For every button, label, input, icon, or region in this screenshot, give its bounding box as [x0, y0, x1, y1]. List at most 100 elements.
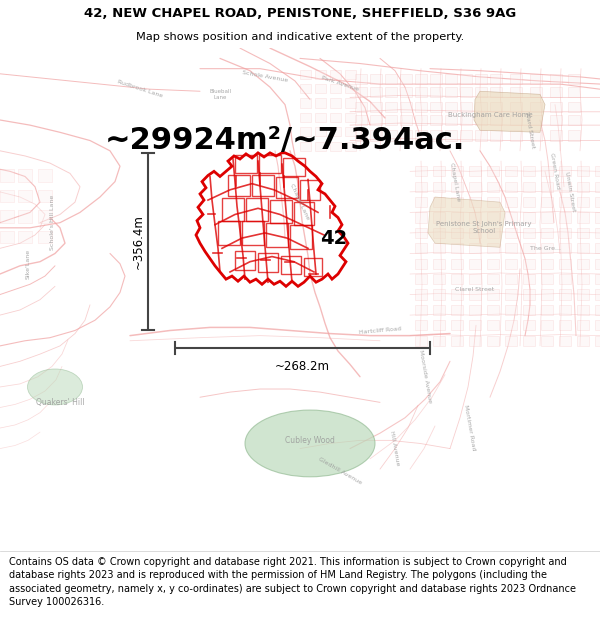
Bar — [487, 289, 499, 299]
Bar — [258, 254, 278, 272]
Bar — [433, 305, 445, 315]
Bar — [541, 228, 553, 238]
Bar — [487, 228, 499, 238]
Bar — [415, 336, 427, 346]
Bar — [487, 243, 499, 254]
Polygon shape — [474, 91, 545, 132]
Text: Hill Avenue: Hill Avenue — [389, 431, 401, 466]
Bar — [290, 225, 312, 249]
Bar — [595, 213, 600, 222]
Bar — [577, 274, 589, 284]
Bar — [577, 305, 589, 315]
Bar — [487, 274, 499, 284]
Text: The Gre...: The Gre... — [530, 246, 560, 251]
Bar — [18, 231, 32, 243]
Bar — [505, 305, 517, 315]
Polygon shape — [428, 197, 505, 248]
Bar — [469, 259, 481, 269]
Bar — [415, 243, 427, 254]
Bar — [460, 87, 472, 98]
Bar — [38, 190, 52, 202]
Bar — [487, 182, 499, 192]
Bar — [523, 336, 535, 346]
Text: Schole's Hill Lane: Schole's Hill Lane — [49, 195, 55, 250]
Bar — [469, 289, 481, 299]
Bar — [445, 87, 457, 98]
Bar — [270, 200, 292, 222]
Bar — [577, 213, 589, 222]
Bar — [430, 115, 442, 125]
Bar — [475, 130, 487, 141]
Ellipse shape — [245, 410, 375, 477]
Bar — [568, 87, 580, 98]
Bar — [415, 115, 427, 125]
Bar — [430, 87, 442, 98]
Text: Mortimer Road: Mortimer Road — [464, 405, 476, 451]
Bar — [487, 305, 499, 315]
Bar — [523, 259, 535, 269]
Bar — [355, 87, 367, 98]
Bar — [523, 166, 535, 176]
Bar — [577, 182, 589, 192]
Bar — [469, 320, 481, 331]
Bar — [330, 127, 341, 136]
Bar — [595, 259, 600, 269]
Bar — [595, 243, 600, 254]
Bar — [487, 166, 499, 176]
Bar — [300, 141, 311, 151]
Bar — [370, 87, 382, 98]
Bar — [530, 115, 542, 125]
Bar — [523, 289, 535, 299]
Bar — [559, 243, 571, 254]
Bar — [469, 197, 481, 208]
Bar — [451, 274, 463, 284]
Bar — [530, 130, 542, 141]
Bar — [523, 197, 535, 208]
Text: Contains OS data © Crown copyright and database right 2021. This information is : Contains OS data © Crown copyright and d… — [9, 557, 576, 607]
Bar — [415, 305, 427, 315]
Bar — [433, 320, 445, 331]
Bar — [550, 115, 562, 125]
Bar — [430, 74, 442, 84]
Bar — [559, 197, 571, 208]
Text: 42, NEW CHAPEL ROAD, PENISTONE, SHEFFIELD, S36 9AG: 42, NEW CHAPEL ROAD, PENISTONE, SHEFFIEL… — [84, 7, 516, 20]
Bar — [505, 213, 517, 222]
Bar — [300, 127, 311, 136]
Bar — [330, 98, 341, 107]
Bar — [577, 259, 589, 269]
Bar — [523, 228, 535, 238]
Bar — [577, 197, 589, 208]
Bar — [559, 320, 571, 331]
Bar — [400, 87, 412, 98]
Bar — [385, 87, 397, 98]
Bar — [595, 274, 600, 284]
Ellipse shape — [28, 369, 83, 405]
Bar — [400, 130, 412, 141]
Bar — [505, 166, 517, 176]
Bar — [595, 182, 600, 192]
Bar — [355, 101, 367, 112]
Bar — [0, 231, 14, 243]
Bar — [505, 182, 517, 192]
Bar — [505, 228, 517, 238]
Bar — [490, 87, 502, 98]
Bar — [541, 166, 553, 176]
Bar — [568, 101, 580, 112]
Bar — [18, 169, 32, 182]
Bar — [460, 115, 472, 125]
Text: Chapel Lane: Chapel Lane — [289, 183, 311, 221]
Bar — [490, 115, 502, 125]
Bar — [523, 243, 535, 254]
Bar — [510, 74, 522, 84]
Bar — [400, 101, 412, 112]
Bar — [415, 130, 427, 141]
Bar — [385, 101, 397, 112]
Bar — [355, 74, 367, 84]
Bar — [415, 74, 427, 84]
Bar — [300, 179, 320, 200]
Bar — [415, 320, 427, 331]
Bar — [530, 74, 542, 84]
Bar — [355, 115, 367, 125]
Bar — [400, 115, 412, 125]
Bar — [559, 259, 571, 269]
